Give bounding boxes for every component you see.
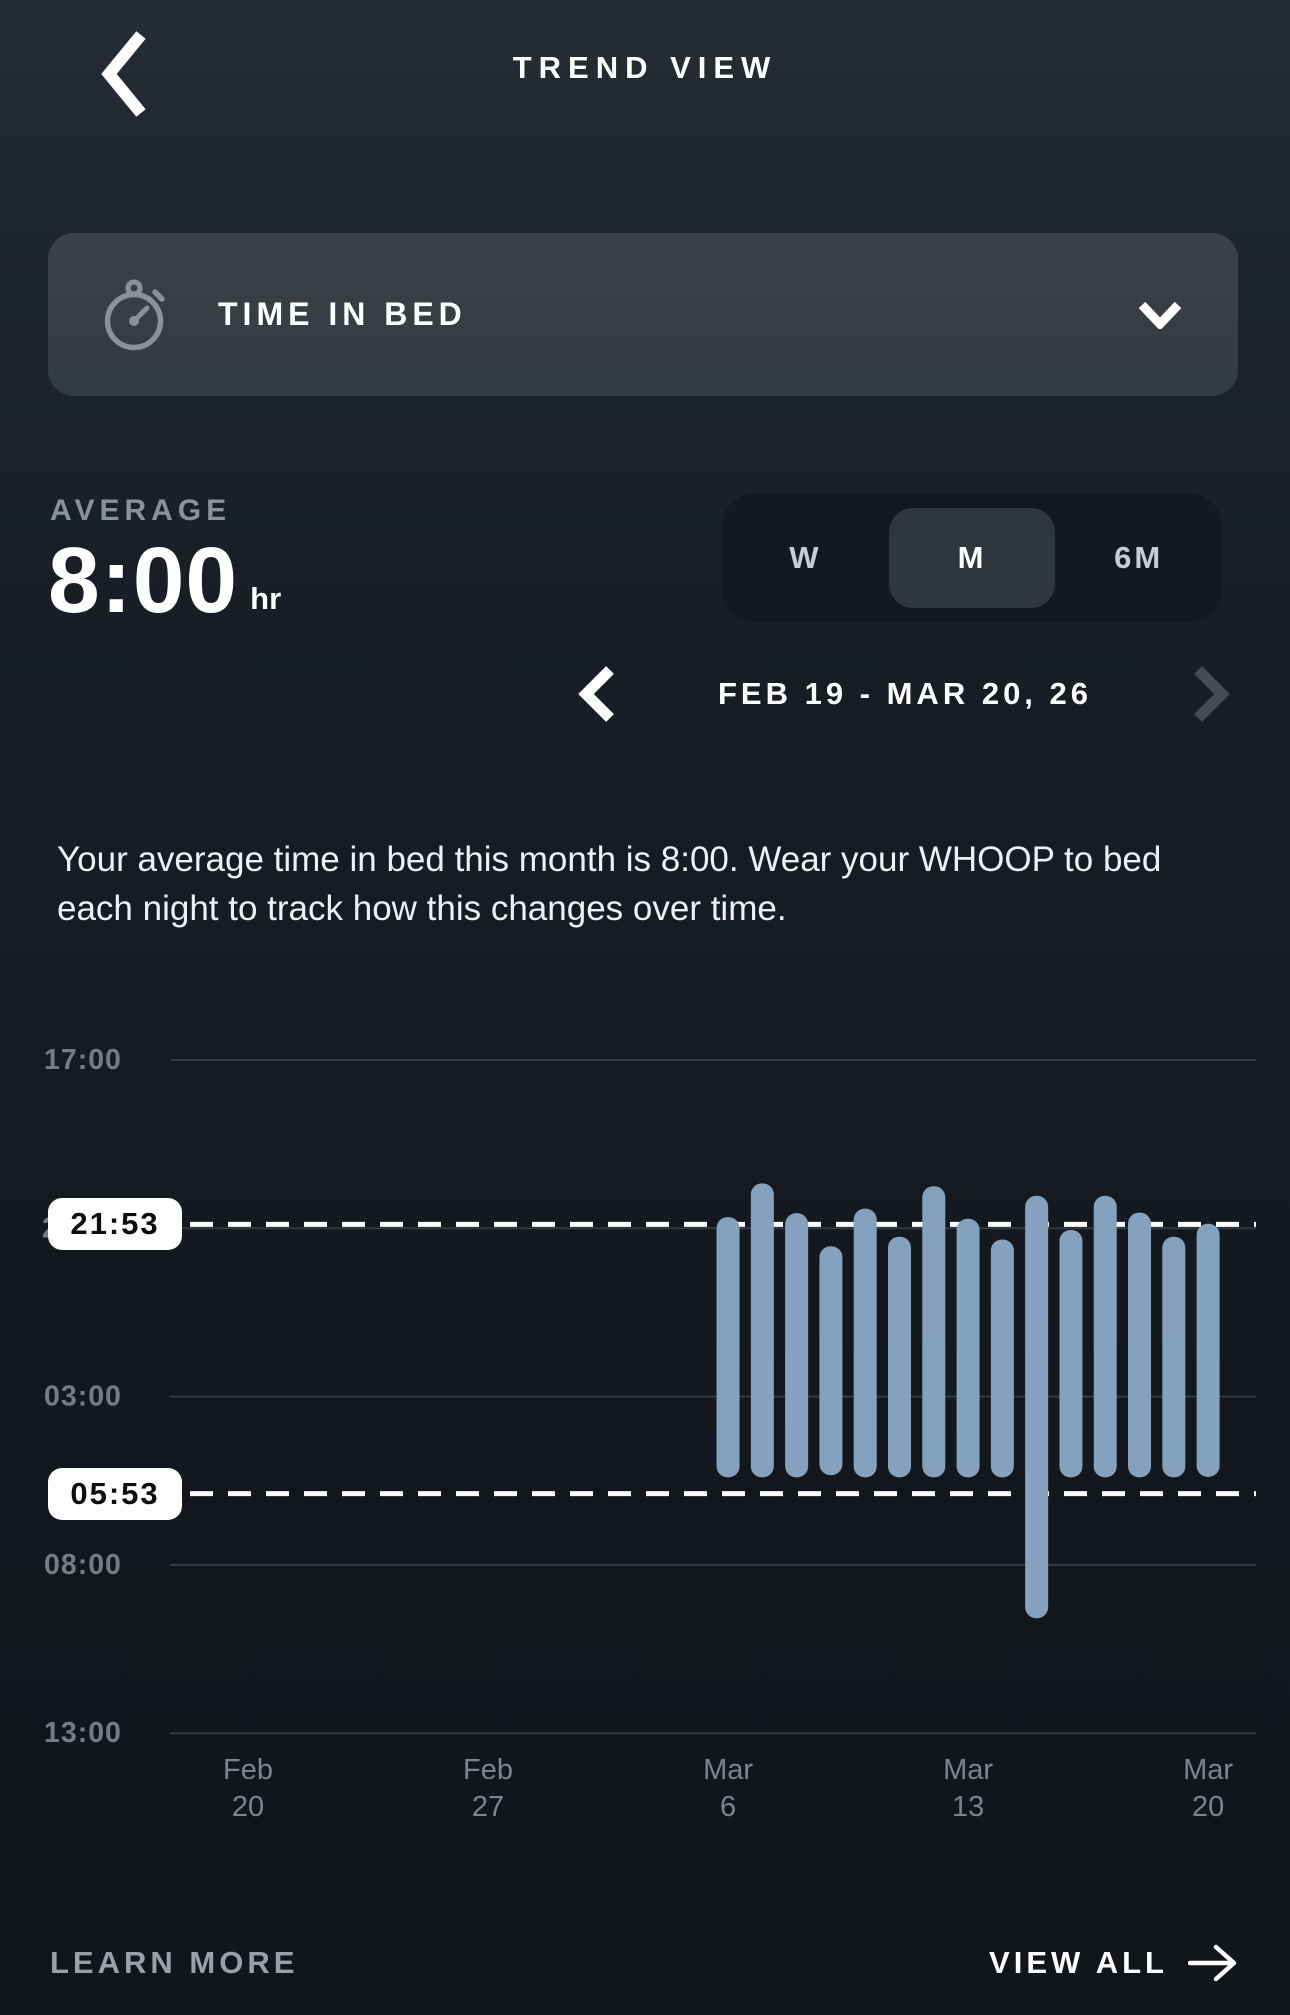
tab-week[interactable]: W: [722, 494, 889, 622]
chart-bar: [1196, 1223, 1220, 1477]
range-tab-bar: W M 6M: [722, 494, 1222, 622]
back-button[interactable]: [88, 28, 158, 123]
view-all-button[interactable]: VIEW ALL: [989, 1942, 1240, 1984]
y-tick-label: 13:00: [44, 1717, 122, 1749]
page-title: TREND VIEW: [512, 50, 778, 85]
x-axis-label: Mar 20: [1183, 1754, 1234, 1823]
x-axis-label: Mar 13: [943, 1754, 994, 1823]
chart-bar: [922, 1186, 946, 1478]
previous-period-button[interactable]: [572, 664, 620, 726]
average-unit: hr: [250, 581, 282, 616]
metric-label: TIME IN BED: [218, 296, 467, 332]
average-value-row: 8:00 hr: [48, 534, 281, 627]
chevron-left-icon: [578, 665, 614, 722]
chevron-down-icon: [1138, 301, 1182, 329]
stopwatch-icon: [104, 279, 165, 350]
chart-bar: [990, 1239, 1014, 1478]
next-period-button[interactable]: [1188, 664, 1236, 726]
average-label: AVERAGE: [50, 494, 232, 527]
x-axis-label: Feb 20: [222, 1754, 273, 1823]
x-axis-label: Feb 27: [463, 1754, 513, 1823]
chart-bar: [1093, 1195, 1117, 1478]
metric-selector-dropdown[interactable]: TIME IN BED: [48, 233, 1238, 396]
chart-bar: [956, 1218, 980, 1478]
chart-bar: [716, 1217, 740, 1478]
average-value: 8:00: [48, 528, 239, 632]
y-tick-label: 03:00: [44, 1381, 122, 1413]
chart-bar: [1025, 1195, 1049, 1619]
chart-bar: [888, 1236, 911, 1478]
learn-more-button[interactable]: LEARN MORE: [50, 1945, 299, 1980]
tab-six-month[interactable]: 6M: [1055, 494, 1222, 622]
avg-bedtime-badge: 21:53: [48, 1198, 182, 1251]
chart-bar: [1128, 1212, 1152, 1478]
chart-bar: [853, 1208, 877, 1478]
chevron-left-icon: [101, 31, 146, 117]
chart-bar: [1059, 1229, 1083, 1478]
chart-bar: [785, 1213, 809, 1478]
chevron-right-icon: [1194, 665, 1230, 722]
chart-bar: [819, 1246, 843, 1476]
y-tick-label: 08:00: [44, 1549, 122, 1581]
avg-waketime-badge: 05:53: [48, 1467, 182, 1520]
view-all-label: VIEW ALL: [989, 1945, 1168, 1980]
date-range-label: FEB 19 - MAR 20, 26: [717, 676, 1093, 711]
x-axis-label: Mar 6: [703, 1754, 754, 1823]
footer-bar: LEARN MORE VIEW ALL: [0, 1942, 1290, 1984]
y-tick-label: 17:00: [44, 1044, 122, 1076]
chart-bar: [750, 1183, 774, 1478]
tab-month[interactable]: M: [888, 508, 1056, 608]
arrow-right-icon: [1188, 1944, 1237, 1982]
insight-text: Your average time in bed this month is 8…: [57, 840, 1162, 928]
chart-bar: [1162, 1236, 1186, 1478]
